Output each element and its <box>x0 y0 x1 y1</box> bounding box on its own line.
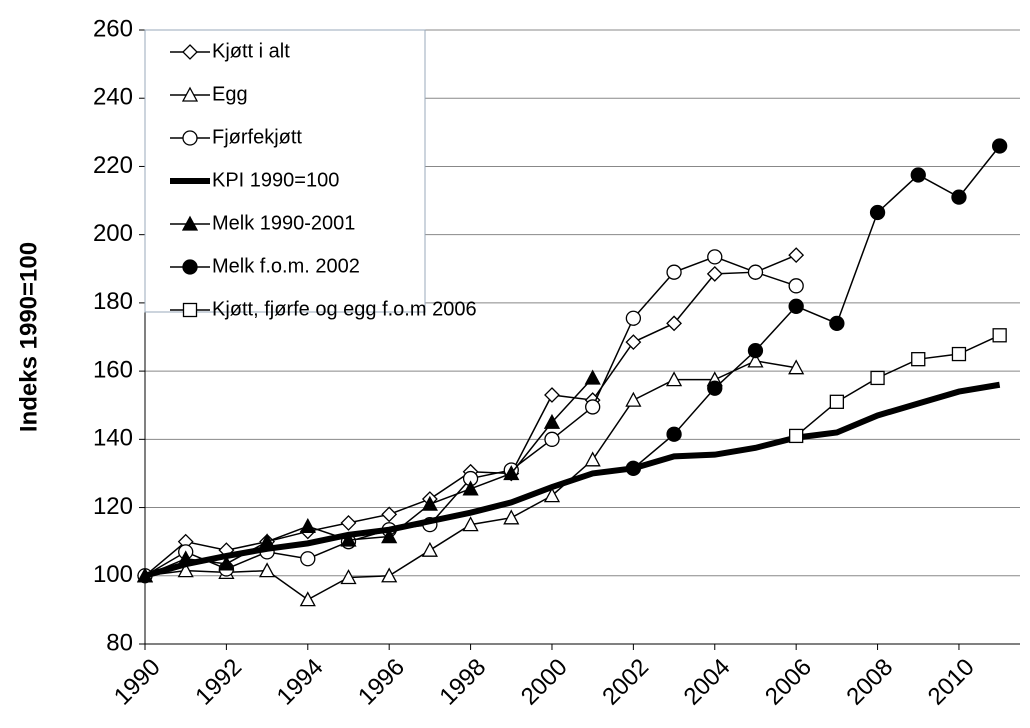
y-tick-label: 120 <box>93 493 133 520</box>
marker <box>182 259 198 275</box>
marker <box>543 413 561 429</box>
marker <box>259 533 276 549</box>
marker <box>666 315 682 332</box>
marker <box>666 426 682 442</box>
marker <box>666 264 682 280</box>
x-tick-label: 2008 <box>841 654 898 711</box>
marker <box>462 516 479 532</box>
legend-label: KPI 1990=100 <box>212 169 339 191</box>
x-tick-label: 1996 <box>353 654 410 711</box>
marker <box>584 451 601 467</box>
marker <box>177 562 194 578</box>
x-tick-label: 2004 <box>679 654 736 711</box>
marker <box>788 278 804 294</box>
marker <box>503 509 520 525</box>
marker <box>381 567 398 583</box>
legend-label: Melk 1990-2001 <box>212 212 355 234</box>
marker <box>585 399 601 415</box>
y-tick-label: 140 <box>93 425 133 452</box>
legend-label: Kjøtt, fjørfe og egg f.o.m 2006 <box>212 298 477 320</box>
marker <box>911 352 926 367</box>
marker <box>992 328 1007 343</box>
y-tick-label: 160 <box>93 356 133 383</box>
legend-label: Kjøtt i alt <box>212 40 290 62</box>
marker <box>584 369 601 385</box>
legend-label: Fjørfekjøtt <box>212 126 302 148</box>
marker <box>259 562 276 578</box>
series-line <box>795 334 1000 437</box>
marker <box>182 302 198 318</box>
x-tick-label: 2010 <box>923 654 980 711</box>
x-tick-label: 2002 <box>597 654 654 711</box>
marker <box>340 531 357 547</box>
marker <box>707 380 723 396</box>
marker <box>789 428 804 444</box>
x-tick-label: 1992 <box>190 654 247 711</box>
marker <box>992 138 1008 154</box>
marker <box>182 44 198 60</box>
marker <box>747 342 764 359</box>
y-tick-label: 80 <box>106 629 133 656</box>
series-line <box>632 145 1001 469</box>
marker <box>462 480 479 496</box>
marker <box>181 215 199 231</box>
marker <box>544 431 560 447</box>
marker <box>747 264 764 280</box>
x-tick-label: 1998 <box>434 654 491 711</box>
marker <box>543 487 561 503</box>
marker <box>503 465 520 481</box>
y-tick-label: 260 <box>93 15 133 42</box>
marker <box>625 310 642 326</box>
marker <box>381 528 398 544</box>
series-line <box>144 381 1001 579</box>
marker <box>625 391 642 407</box>
x-tick-label: 2006 <box>760 654 817 711</box>
marker <box>381 506 398 523</box>
y-tick-label: 100 <box>93 561 133 588</box>
x-tick-label: 2000 <box>516 654 573 711</box>
x-tick-label: 1994 <box>272 654 329 711</box>
marker <box>421 541 438 557</box>
marker <box>707 249 723 265</box>
marker <box>182 130 198 146</box>
y-tick-label: 220 <box>93 152 133 179</box>
marker <box>788 359 805 375</box>
marker <box>299 591 316 607</box>
marker <box>788 298 804 314</box>
marker <box>340 514 357 531</box>
legend-label: Melk f.o.m. 2002 <box>212 255 360 277</box>
marker <box>829 315 845 332</box>
marker <box>181 86 199 102</box>
marker <box>869 204 886 221</box>
marker <box>218 555 235 571</box>
series-line <box>144 377 594 577</box>
marker <box>788 247 805 264</box>
marker <box>747 352 764 368</box>
y-tick-label: 200 <box>93 220 133 247</box>
marker <box>136 567 154 583</box>
marker <box>951 346 967 362</box>
marker <box>299 517 316 533</box>
marker <box>625 460 642 476</box>
legend-label: Egg <box>212 83 248 105</box>
marker <box>544 387 560 403</box>
marker <box>421 495 438 511</box>
marker <box>870 370 885 386</box>
x-tick-label: 1990 <box>109 654 166 711</box>
marker <box>665 371 683 387</box>
marker <box>910 167 926 183</box>
marker <box>340 569 357 585</box>
legend: Kjøtt i alt Egg Fjørfekjøtt KPI 1990=100 Mel… <box>144 29 477 320</box>
marker <box>625 334 642 351</box>
y-tick-label: 240 <box>93 84 133 111</box>
marker <box>300 551 316 567</box>
marker <box>951 189 967 205</box>
marker <box>706 265 723 282</box>
marker <box>177 550 194 566</box>
y-axis-label: Indeks 1990=100 <box>15 242 42 432</box>
y-tick-label: 180 <box>93 288 133 315</box>
marker <box>829 394 845 409</box>
